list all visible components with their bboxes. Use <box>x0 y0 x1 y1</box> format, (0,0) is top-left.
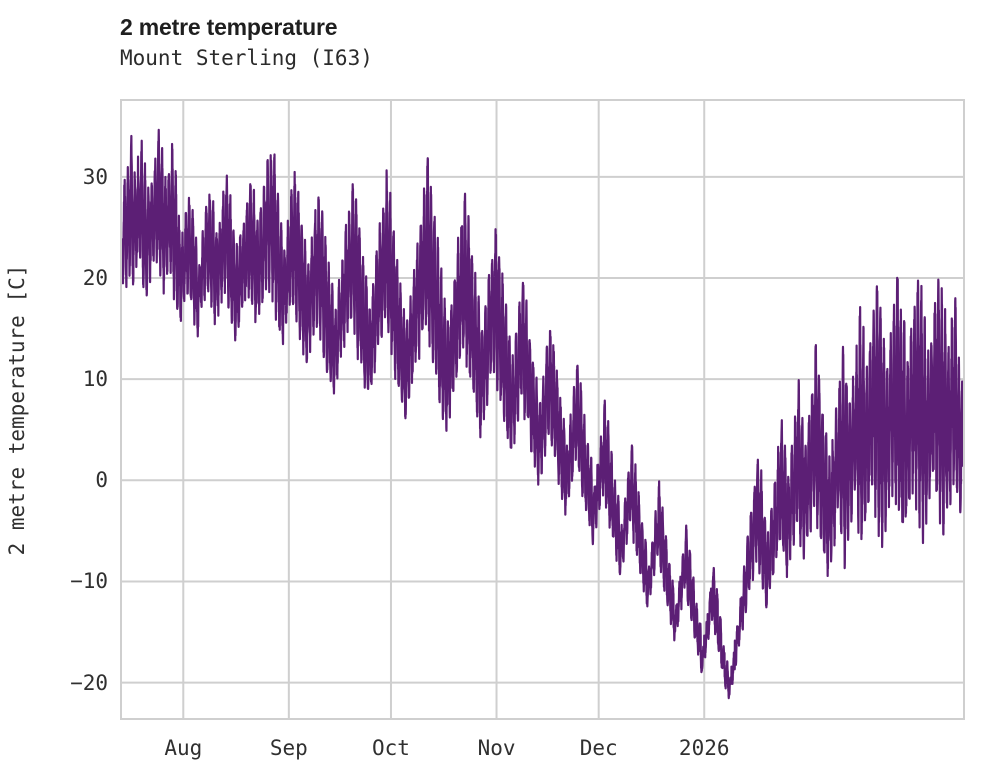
y-axis-tick-label: −10 <box>70 569 108 594</box>
plot-svg <box>122 101 963 718</box>
x-axis-tick-label: Sep <box>269 736 308 760</box>
page-title: 2 metre temperature <box>120 14 338 40</box>
series-group <box>122 128 963 700</box>
y-axis-tick-labels: 30 20 10 0 −10 −20 <box>0 99 108 720</box>
x-axis-tick-label: Dec <box>579 736 618 760</box>
y-axis-tick-label: 20 <box>82 266 108 290</box>
temperature-series-line <box>122 128 963 700</box>
x-axis-tick-label: Aug <box>164 736 203 760</box>
y-axis-tick-label: 0 <box>95 468 108 493</box>
y-axis-tick-label: 10 <box>82 367 108 392</box>
x-axis-tick-label: Oct <box>372 736 410 760</box>
y-axis-tick-label: 30 <box>82 164 108 189</box>
x-axis-tick-label: 2026 <box>678 736 730 760</box>
y-axis-tick-label: −20 <box>70 670 108 695</box>
chart-subtitle: Mount Sterling (I63) <box>120 46 373 70</box>
x-axis-tick-label: Nov <box>477 736 516 760</box>
plot-area <box>120 99 965 720</box>
title-block: 2 metre temperature Mount Sterling (I63) <box>120 12 820 72</box>
x-axis-tick-labels: Aug Sep Oct Nov Dec 2026 <box>0 736 981 772</box>
